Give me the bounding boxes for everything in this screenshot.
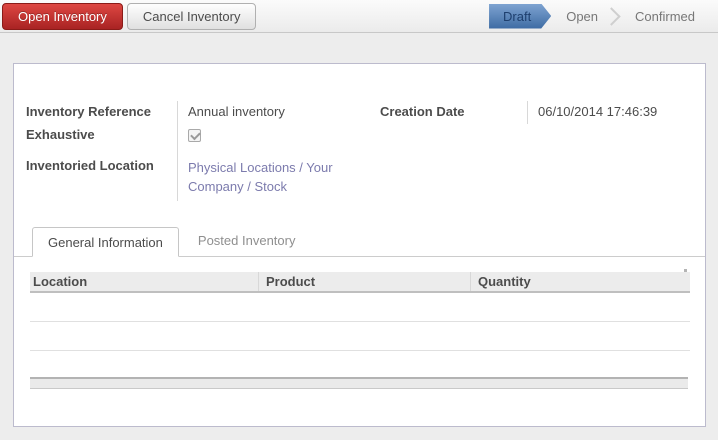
exhaustive-field xyxy=(177,124,368,155)
inventory-reference-value: Annual inventory xyxy=(177,101,368,124)
exhaustive-checkbox[interactable] xyxy=(188,129,201,142)
column-header-product[interactable]: Product xyxy=(258,272,470,291)
status-step-confirmed: Confirmed xyxy=(635,8,695,24)
table-row xyxy=(30,351,690,376)
open-inventory-button[interactable]: Open Inventory xyxy=(2,2,123,30)
field-group-left: Inventory Reference Annual inventory Exh… xyxy=(26,101,368,201)
table-row xyxy=(30,322,690,351)
status-step-open: Open xyxy=(566,8,599,24)
creation-date-value: 06/10/2014 17:46:39 xyxy=(527,101,697,124)
notebook-tabstrip: General Information Posted Inventory xyxy=(14,226,705,257)
resize-grip xyxy=(684,269,687,272)
statusbar: Draft Open Confirmed xyxy=(489,0,718,32)
tab-general-information[interactable]: General Information xyxy=(32,227,179,257)
status-step-draft: Draft xyxy=(489,4,551,29)
inventoried-location-field: Physical Locations / Your Company / Stoc… xyxy=(177,155,368,201)
inventoried-location-link[interactable]: Physical Locations / Your Company / Stoc… xyxy=(188,160,333,194)
horizontal-scrollbar[interactable] xyxy=(30,377,688,389)
table-row xyxy=(30,293,690,322)
inventory-lines-table: Location Product Quantity xyxy=(30,272,690,376)
tab-posted-inventory[interactable]: Posted Inventory xyxy=(197,233,296,248)
field-group-right: Creation Date 06/10/2014 17:46:39 xyxy=(380,101,697,124)
column-header-location[interactable]: Location xyxy=(33,274,88,289)
table-header-row: Location Product Quantity xyxy=(30,272,690,293)
inventoried-location-label: Inventoried Location xyxy=(26,158,154,173)
cancel-inventory-button[interactable]: Cancel Inventory xyxy=(126,2,257,30)
inventory-reference-label: Inventory Reference xyxy=(26,104,151,119)
form-toolbar: Open Inventory Cancel Inventory Draft Op… xyxy=(0,0,718,33)
exhaustive-label: Exhaustive xyxy=(26,127,95,142)
column-header-quantity[interactable]: Quantity xyxy=(470,272,690,291)
creation-date-label: Creation Date xyxy=(380,104,465,119)
form-sheet: Inventory Reference Annual inventory Exh… xyxy=(13,63,706,427)
